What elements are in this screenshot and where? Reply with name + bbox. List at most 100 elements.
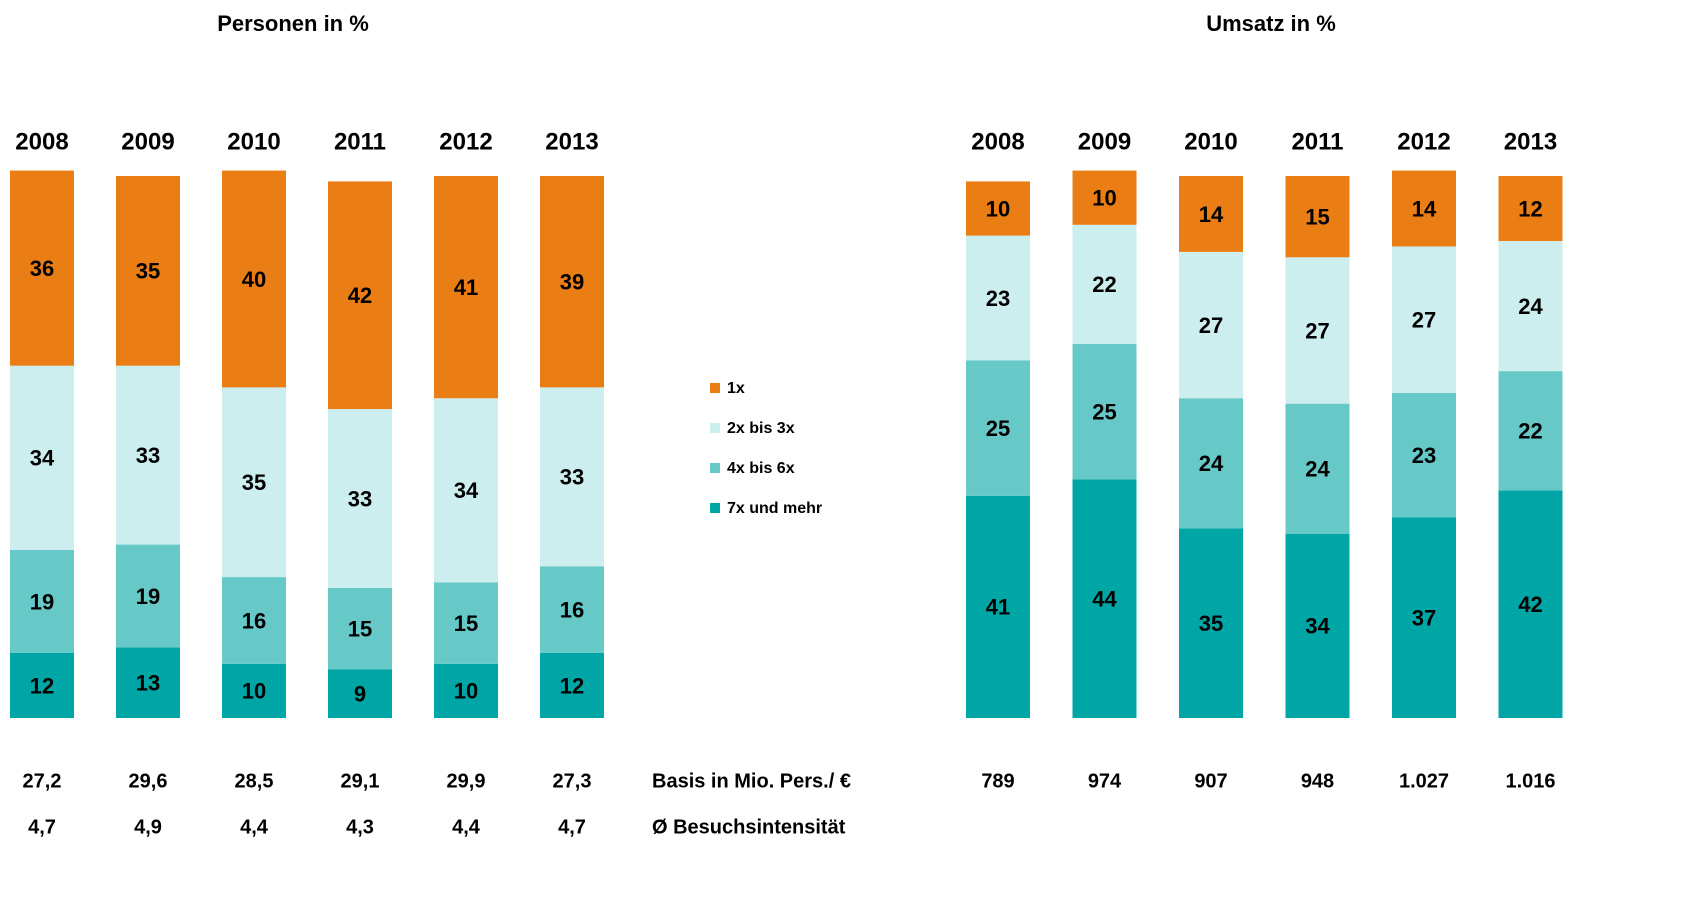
data-label: 22 [1518,419,1542,444]
bar-segment [116,365,180,545]
data-label: 35 [1199,611,1223,636]
bar-segment [222,170,286,388]
x-tick-label: 2010 [1184,128,1237,155]
data-label: 10 [242,679,266,704]
data-label: 16 [242,608,266,633]
basis-value: 27,3 [553,770,592,792]
data-label: 16 [560,597,584,622]
bar-segment [1285,257,1350,404]
bar-segment [10,652,74,718]
data-label: 12 [560,673,584,698]
x-tick-label: 2011 [334,128,386,155]
bar-segment [1498,490,1563,718]
data-label: 34 [1305,614,1330,639]
data-label: 36 [30,256,54,281]
bar-segment [966,360,1030,496]
bar-segment [116,176,180,366]
row-label: Basis in Mio. Pers./ € [652,770,851,792]
x-tick-label: 2013 [1504,128,1557,155]
basis-value: 29,6 [129,770,168,792]
data-label: 24 [1305,456,1330,481]
data-label: 15 [1305,204,1329,229]
data-label: 23 [986,286,1010,311]
bar-segment [1179,251,1243,399]
legend-swatch [710,423,720,433]
data-label: 14 [1199,202,1224,227]
chart-title: Personen in % [217,11,369,36]
bar-segment [1392,392,1456,518]
bar-segment [222,663,286,718]
intensity-value: 4,4 [452,816,481,838]
chart-title: Umsatz in % [1206,11,1336,36]
data-label: 35 [242,470,266,495]
data-label: 39 [560,270,584,295]
data-label: 12 [30,673,54,698]
intensity-value: 4,4 [240,816,269,838]
data-label: 40 [242,267,266,292]
x-tick-label: 2010 [227,128,280,155]
data-label: 25 [986,416,1010,441]
data-label: 44 [1092,587,1117,612]
data-label: 10 [454,679,478,704]
bar-segment [1498,241,1563,372]
legend-swatch [710,503,720,513]
bar-segment [1072,170,1137,225]
row-label: Ø Besuchsintensität [652,816,846,838]
data-label: 15 [348,616,372,641]
basis-value: 948 [1301,770,1334,792]
bar-segment [116,647,180,718]
bar-segment [1498,176,1563,242]
data-label: 27 [1199,313,1223,338]
legend-swatch [710,383,720,393]
data-label: 27 [1412,307,1436,332]
legend-label: 1x [727,380,745,397]
data-label: 10 [1092,185,1116,210]
data-label: 10 [986,196,1010,221]
bar-segment [116,544,180,648]
x-tick-label: 2008 [15,128,68,155]
data-label: 37 [1412,606,1436,631]
bar-segment [540,387,604,567]
data-label: 42 [348,283,372,308]
basis-value: 789 [981,770,1014,792]
data-label: 41 [454,275,478,300]
data-label: 13 [136,671,160,696]
legend-swatch [710,463,720,473]
data-label: 33 [136,443,160,468]
x-tick-label: 2009 [121,128,174,155]
bar-segment [1072,344,1137,480]
bar-segment [540,652,604,718]
x-tick-label: 2012 [439,128,492,155]
basis-value: 1.027 [1399,770,1449,792]
bar-segment [540,176,604,388]
data-label: 33 [348,486,372,511]
data-label: 9 [354,681,366,706]
data-label: 19 [30,589,54,614]
bar-segment [10,549,74,653]
bar-segment [540,566,604,653]
bar-segment [1072,224,1137,345]
bar-segment [966,181,1030,236]
bar-segment [10,365,74,550]
data-label: 41 [986,595,1010,620]
legend-label: 2x bis 3x [727,420,795,437]
bar-segment [1179,398,1243,529]
x-tick-label: 2008 [971,128,1024,155]
x-tick-label: 2009 [1078,128,1131,155]
bar-segment [1392,170,1456,247]
x-tick-label: 2012 [1397,128,1450,155]
bar-segment [1072,479,1137,718]
intensity-value: 4,3 [346,816,374,838]
bar-segment [434,398,498,583]
basis-value: 29,1 [341,770,380,792]
legend-label: 7x und mehr [727,500,822,517]
bar-segment [328,669,392,718]
data-label: 14 [1412,196,1437,221]
basis-value: 28,5 [235,770,274,792]
bar-segment [1498,371,1563,491]
data-label: 12 [1518,196,1542,221]
bar-segment [10,170,74,366]
bar-segment [222,577,286,664]
bar-segment [1392,246,1456,393]
